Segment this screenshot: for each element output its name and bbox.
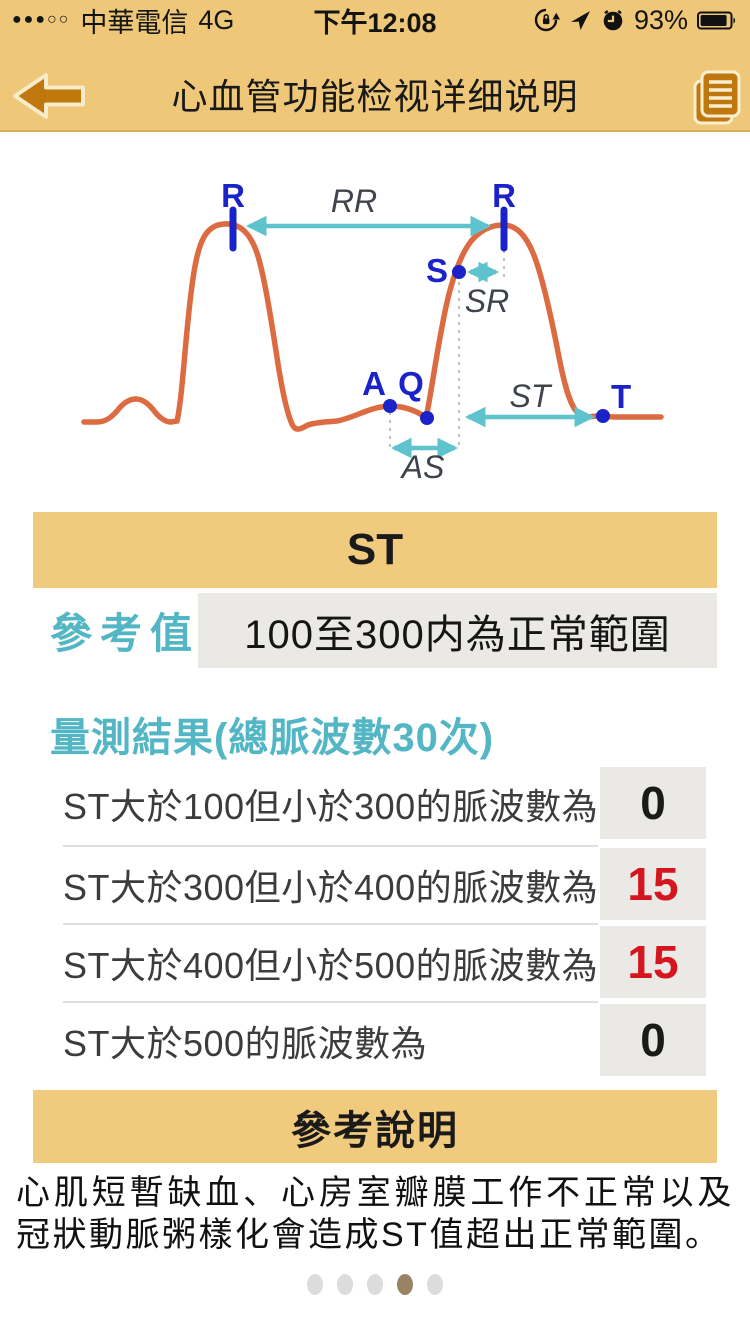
label-t: T <box>611 378 631 415</box>
result-row-label: ST大於100但小於300的脈波數為 <box>63 786 599 827</box>
reference-value: 100至300内為正常範圍 <box>198 593 717 668</box>
result-row-value: 0 <box>600 767 706 839</box>
page-indicator <box>0 1274 750 1295</box>
result-row-label: ST大於500的脈波數為 <box>63 1023 428 1064</box>
back-arrow-icon <box>13 73 85 119</box>
point-s-dot <box>452 265 466 279</box>
menu-button[interactable] <box>692 70 742 126</box>
explanation-text: 心肌短暫缺血、心房室瓣膜工作不正常以及冠狀動脈粥樣化會造成ST值超出正常範圍。 <box>16 1174 734 1254</box>
nav-bar: 心血管功能检视详细说明 <box>0 40 750 132</box>
label-s: S <box>426 252 448 289</box>
result-row-value: 15 <box>600 848 706 920</box>
label-st: ST <box>510 378 553 414</box>
point-a-dot <box>383 399 397 413</box>
pulse-wave-diagram: R RR R S SR A Q ST T AS <box>81 177 664 485</box>
label-as: AS <box>400 449 445 485</box>
label-r2: R <box>492 177 516 214</box>
status-left: ●●●○○ 中華電信 4G <box>12 0 234 40</box>
page-dot <box>307 1274 323 1295</box>
point-q-dot <box>420 411 434 425</box>
label-sr: SR <box>465 283 509 319</box>
document-list-icon <box>693 70 741 125</box>
result-row: ST大於500的脈波數為 0 <box>0 1001 750 1080</box>
explanation-header: 參考說明 <box>33 1090 717 1163</box>
label-q: Q <box>398 365 424 402</box>
page-title: 心血管功能检视详细说明 <box>171 76 579 117</box>
point-t-dot <box>596 409 610 423</box>
page-dot <box>367 1274 383 1295</box>
pulse-waveform <box>81 221 664 432</box>
result-row: ST大於100但小於300的脈波數為 0 <box>0 765 750 843</box>
label-r1: R <box>221 177 245 214</box>
metric-section-header: ST <box>33 512 717 588</box>
reference-label: 參考值 <box>50 610 201 657</box>
status-bar: ●●●○○ 中華電信 4G 下午12:08 93% <box>0 0 750 40</box>
result-row-value: 0 <box>600 1004 706 1076</box>
battery-icon <box>697 11 736 29</box>
signal-strength-icon: ●●●○○ <box>12 11 71 28</box>
back-button[interactable] <box>12 72 88 120</box>
clock-label: 下午12:08 <box>313 7 437 38</box>
result-row-label: ST大於400但小於500的脈波數為 <box>63 945 599 986</box>
result-row-label: ST大於300但小於400的脈波數為 <box>63 867 599 908</box>
carrier-label: 中華電信 <box>80 7 189 38</box>
results-title: 量測結果(總脈波數30次) <box>50 716 495 760</box>
page-dot <box>427 1274 443 1295</box>
status-right: 93% <box>533 5 738 36</box>
orientation-lock-icon <box>534 8 560 32</box>
battery-percent-label: 93% <box>633 4 688 35</box>
network-type-label: 4G <box>198 4 235 35</box>
result-row: ST大於300但小於400的脈波數為 15 <box>0 845 750 924</box>
location-arrow-icon <box>570 10 590 30</box>
page-dot <box>337 1274 353 1295</box>
label-rr: RR <box>331 183 377 219</box>
result-row: ST大於400但小於500的脈波數為 15 <box>0 923 750 1002</box>
label-a: A <box>362 365 386 402</box>
result-row-value: 15 <box>600 926 706 998</box>
alarm-clock-icon <box>603 10 623 31</box>
page-dot-active <box>397 1274 413 1295</box>
